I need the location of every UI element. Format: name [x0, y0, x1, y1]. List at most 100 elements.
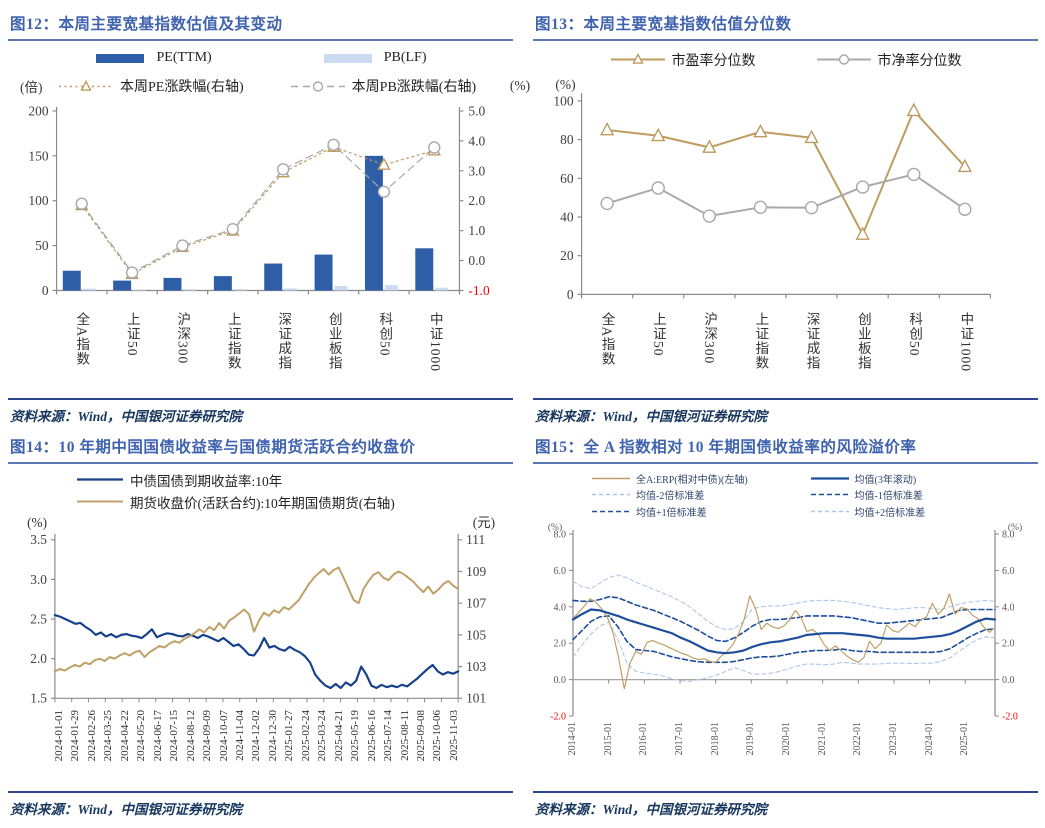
- x-axis-date-label: 2025-03-24: [316, 709, 329, 762]
- circle-marker-icon: [907, 167, 921, 182]
- x-axis-date-label: 2017-01: [673, 722, 685, 756]
- x-axis-date-label: 2024-10-07: [217, 709, 230, 762]
- tan-line-swatch-icon: [76, 495, 124, 508]
- series-line: [572, 574, 996, 631]
- legend-swatch: [290, 81, 345, 92]
- x-axis-label: 深证成指: [804, 312, 820, 371]
- bar: [284, 288, 298, 291]
- bar: [62, 270, 81, 291]
- right-axis-tick: 103: [466, 659, 486, 674]
- x-axis-date-label: 2024-02-26: [85, 709, 98, 762]
- circle-marker-icon: [312, 81, 323, 92]
- x-axis-date-label: 2025-08-11: [398, 709, 411, 761]
- navy-dash-swatch-icon: [591, 505, 631, 518]
- legend-label: 全A:ERP(相对中债)(左轴): [636, 474, 748, 486]
- left-axis-tick: 2.0: [554, 639, 567, 650]
- circle-marker-icon: [277, 162, 290, 176]
- x-axis-date-label: 2025-07-14: [382, 709, 395, 762]
- legend-label: 均值+2倍标准差: [854, 507, 926, 519]
- source-divider: [533, 398, 1038, 400]
- lightblue-dash-swatch-icon: [591, 488, 631, 501]
- circle-marker-icon: [600, 196, 614, 211]
- x-axis-date-label: 2025-10-06: [431, 709, 444, 762]
- circle-marker-icon: [176, 239, 189, 252]
- legend-swatch: [816, 54, 871, 66]
- x-axis-date-label: 2024-12-02: [250, 709, 263, 762]
- x-axis-label: 上证50: [124, 312, 140, 357]
- x-axis-date-label: 2014-01: [567, 722, 578, 756]
- x-axis-date-label: 2025-09-08: [414, 709, 427, 762]
- source-block: 资料来源：Wind，中国银河证券研究院: [533, 398, 1038, 429]
- left-axis-tick: 40: [560, 209, 574, 224]
- left-axis-tick: 4.0: [554, 602, 567, 613]
- chart14-legend: 中债国债到期收益率:10年 期货收盘价(活跃合约):10年期国债期货(右轴): [8, 468, 513, 514]
- series-line: [572, 621, 996, 682]
- legend-label: 均值+1倍标准差: [636, 507, 707, 519]
- x-axis-label: 创业板指: [855, 312, 871, 371]
- navy-dash-swatch-icon: [810, 488, 850, 501]
- series-line: [81, 146, 435, 275]
- circle-marker-icon: [125, 266, 139, 279]
- x-axis-date-label: 2024-03-25: [102, 709, 115, 762]
- x-axis-date-label: 2025-05-19: [349, 709, 362, 762]
- legend-swatch: [610, 53, 665, 65]
- x-axis-date-label: 2019-01: [745, 722, 757, 756]
- right-axis-tick: 5.0: [468, 103, 485, 118]
- tan-line-swatch-icon: [591, 472, 631, 485]
- triangle-line-swatch-icon: [610, 53, 666, 66]
- triangle-marker-icon: [80, 79, 92, 91]
- left-axis-tick: 100: [28, 193, 48, 208]
- axis-unit: (%): [1008, 522, 1022, 533]
- chart12-legend-bars: PE(TTM) PB(LF): [8, 45, 513, 72]
- circle-marker-icon: [428, 141, 441, 154]
- x-axis-label: 深证成指: [276, 312, 292, 371]
- legend-swatch: [77, 500, 123, 503]
- title-rule: [533, 39, 1038, 41]
- legend-item-pe-percentile: 市盈率分位数: [610, 50, 756, 70]
- source-text: 资料来源：Wind，中国银河证券研究院: [535, 802, 768, 817]
- circle-line-swatch-icon: [816, 53, 872, 66]
- axis-unit: (%): [548, 522, 562, 533]
- left-axis-tick: 60: [560, 171, 574, 186]
- x-axis-date-label: 2025-01-27: [283, 709, 296, 762]
- navy-line-swatch-icon: [76, 473, 124, 486]
- legend-item-pb-percentile: 市净率分位数: [816, 50, 962, 70]
- right-axis-tick: 3.0: [468, 163, 485, 178]
- chart14-plot: (%) (元) 1.5 2.0 2.5 3.0 3.5 101 103 105 107 109 111: [27, 514, 495, 705]
- bar: [384, 284, 398, 291]
- legend-label: 中债国债到期收益率:10年: [130, 473, 283, 489]
- left-axis-tick: 3.5: [30, 532, 47, 547]
- x-axis-date-label: 2024-05-20: [135, 709, 148, 762]
- legend-item-plus2sd: 均值+2倍标准差: [810, 503, 1029, 519]
- series-line: [572, 596, 996, 643]
- legend-swatch: [59, 79, 113, 91]
- lightblue-dash-swatch-icon: [810, 505, 850, 518]
- x-axis-date-label: 2021-01: [816, 722, 828, 756]
- x-axis-date-label: 2025-01: [959, 722, 971, 756]
- right-axis-tick: 4.0: [1002, 602, 1015, 613]
- x-axis-label: 创业板指: [326, 312, 342, 371]
- circle-marker-icon: [753, 200, 768, 214]
- legend-label: PE(TTM): [156, 50, 212, 66]
- triangle-marker-icon: [906, 102, 921, 117]
- title-rule: [533, 462, 1038, 464]
- right-axis-tick: 1.0: [468, 223, 485, 238]
- right-axis-tick: 2.0: [1002, 639, 1015, 650]
- x-axis-label: 全A指数: [74, 312, 90, 367]
- x-axis-label: 沪深300: [175, 312, 191, 365]
- bar: [183, 288, 197, 291]
- right-axis-tick: 0.0: [1002, 675, 1015, 686]
- left-axis-tick: -2.0: [550, 712, 566, 721]
- x-axis-date-label: 2024-08-12: [184, 709, 197, 762]
- triangle-marker-icon: [957, 158, 973, 173]
- legend-item-bond-yield: 中债国债到期收益率:10年: [76, 470, 282, 490]
- legend-swatch: [592, 510, 630, 513]
- legend-item-pb-lf: PB(LF): [322, 50, 427, 66]
- x-axis-label: 上证50: [650, 312, 666, 357]
- left-axis-tick: 3.0: [30, 571, 47, 586]
- bar: [233, 288, 247, 291]
- x-axis-label: 中证1000: [427, 312, 443, 373]
- circle-marker-icon: [377, 185, 391, 198]
- bar: [415, 248, 434, 291]
- chart12-plot: 0 50 100 150 200 -1.0 0.0 1.0 2.0 3.0 4.0 5.0: [28, 103, 490, 297]
